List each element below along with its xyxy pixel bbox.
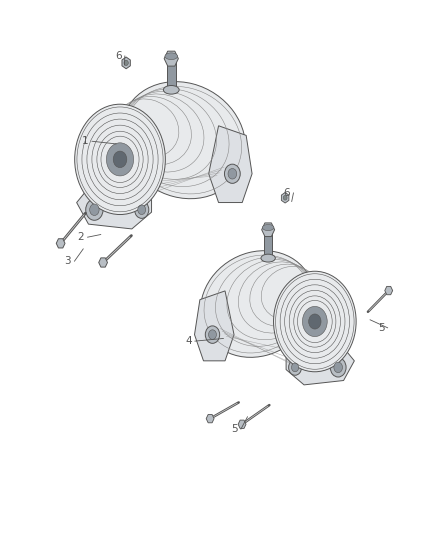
Circle shape — [86, 199, 103, 220]
Circle shape — [134, 201, 149, 219]
Text: 2: 2 — [78, 232, 85, 242]
Ellipse shape — [261, 254, 276, 262]
Circle shape — [74, 104, 166, 215]
Circle shape — [303, 306, 327, 336]
Circle shape — [90, 204, 99, 215]
Ellipse shape — [120, 82, 246, 199]
Circle shape — [273, 271, 356, 372]
Text: 1: 1 — [82, 136, 89, 146]
Text: 6: 6 — [115, 51, 122, 61]
Polygon shape — [77, 188, 152, 229]
Polygon shape — [286, 348, 354, 385]
Ellipse shape — [262, 224, 274, 231]
Circle shape — [228, 168, 237, 179]
Text: 5: 5 — [231, 424, 238, 434]
Circle shape — [208, 330, 216, 340]
Bar — [166, 59, 176, 90]
Polygon shape — [208, 126, 252, 203]
Circle shape — [289, 360, 301, 375]
Circle shape — [138, 205, 145, 215]
Circle shape — [283, 196, 287, 200]
Text: 4: 4 — [185, 336, 192, 346]
Circle shape — [205, 326, 220, 343]
Ellipse shape — [201, 251, 314, 357]
Circle shape — [334, 362, 343, 373]
Circle shape — [113, 151, 127, 168]
Circle shape — [309, 314, 321, 329]
Circle shape — [292, 363, 299, 372]
Text: 5: 5 — [378, 323, 385, 333]
Circle shape — [224, 164, 240, 183]
Text: 6: 6 — [283, 188, 290, 198]
Bar — [264, 230, 272, 258]
Text: 3: 3 — [64, 256, 71, 266]
Ellipse shape — [163, 85, 179, 94]
Ellipse shape — [165, 53, 177, 60]
Polygon shape — [194, 291, 234, 361]
Circle shape — [106, 143, 134, 176]
Circle shape — [330, 358, 346, 377]
Circle shape — [124, 60, 128, 66]
